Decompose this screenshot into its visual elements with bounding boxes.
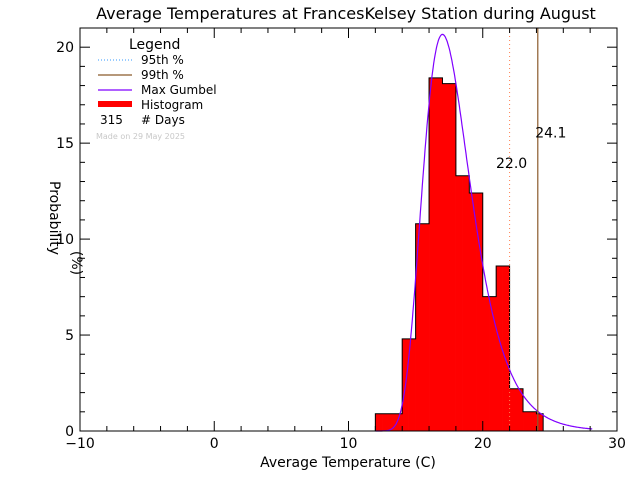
x-tick-label: 20 bbox=[474, 436, 492, 452]
legend-item-95th: 95th % bbox=[141, 53, 184, 67]
histogram-bar bbox=[428, 77, 437, 432]
histogram-bar bbox=[462, 175, 470, 432]
y-tick-label: 15 bbox=[56, 136, 74, 152]
percentile-99-label: 24.1 bbox=[535, 125, 566, 141]
y-axis-label-bottom: (%) bbox=[68, 251, 84, 275]
x-tick-label: 30 bbox=[608, 436, 626, 452]
legend-item-99th: 99th % bbox=[141, 68, 184, 82]
histogram-bar bbox=[509, 388, 517, 432]
legend-item-histogram: Histogram bbox=[141, 98, 203, 112]
histogram-bar bbox=[375, 413, 383, 432]
histogram-bar bbox=[415, 223, 423, 432]
y-tick-label: 10 bbox=[56, 232, 74, 248]
histogram-layer bbox=[374, 77, 544, 432]
legend: Legend 95th % 99th % Max Gumbel Histogra… bbox=[96, 37, 217, 141]
y-tick-label: 0 bbox=[65, 424, 74, 440]
histogram-bar bbox=[442, 83, 450, 432]
histogram-bar bbox=[435, 77, 443, 432]
x-tick-label: −10 bbox=[65, 436, 95, 452]
watermark: Made on 29 May 2025 bbox=[96, 132, 185, 141]
histogram-bar bbox=[448, 83, 457, 432]
histogram-bar bbox=[522, 411, 530, 432]
gumbel-curve bbox=[375, 33, 593, 432]
y-tick-label: 5 bbox=[65, 328, 74, 344]
histogram-bar bbox=[482, 296, 490, 432]
histogram-bar bbox=[516, 388, 524, 432]
histogram-bar bbox=[422, 223, 430, 432]
y-tick-label: 20 bbox=[56, 40, 74, 56]
histogram-bar bbox=[502, 265, 510, 432]
histogram-bar bbox=[469, 192, 477, 432]
histogram-bar bbox=[381, 413, 390, 432]
legend-count-value: 315 bbox=[100, 113, 123, 127]
legend-title: Legend bbox=[129, 37, 180, 53]
histogram-bar bbox=[455, 175, 463, 432]
x-tick-label: 10 bbox=[340, 436, 358, 452]
histogram-outline bbox=[374, 77, 544, 431]
x-axis-label: Average Temperature (C) bbox=[260, 455, 436, 471]
legend-item-gumbel: Max Gumbel bbox=[141, 83, 217, 97]
x-tick-label: 0 bbox=[210, 436, 219, 452]
percentile-95-label: 22.0 bbox=[496, 156, 527, 172]
chart-title: Average Temperatures at FrancesKelsey St… bbox=[96, 4, 596, 23]
histogram-bar bbox=[408, 338, 416, 432]
histogram-bar bbox=[529, 411, 537, 432]
gumbel-curve-layer bbox=[375, 33, 593, 432]
legend-count-label: # Days bbox=[141, 113, 185, 127]
y-axis-label-top: Probability bbox=[46, 181, 62, 255]
